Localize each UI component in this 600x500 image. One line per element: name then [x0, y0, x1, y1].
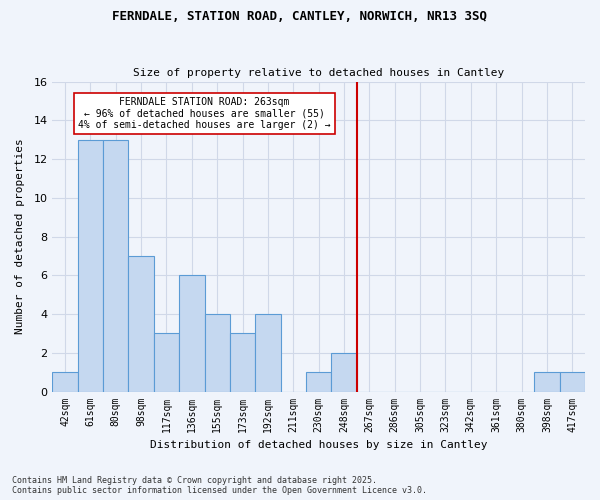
Bar [205, 314, 230, 392]
Bar [154, 334, 179, 392]
Bar [331, 353, 357, 392]
X-axis label: Distribution of detached houses by size in Cantley: Distribution of detached houses by size … [150, 440, 487, 450]
Bar [179, 276, 205, 392]
Bar [128, 256, 154, 392]
Bar [306, 372, 331, 392]
Bar [534, 372, 560, 392]
Bar [103, 140, 128, 392]
Y-axis label: Number of detached properties: Number of detached properties [15, 138, 25, 334]
Bar [255, 314, 281, 392]
Bar [560, 372, 585, 392]
Bar [77, 140, 103, 392]
Bar [230, 334, 255, 392]
Text: Contains HM Land Registry data © Crown copyright and database right 2025.
Contai: Contains HM Land Registry data © Crown c… [12, 476, 427, 495]
Text: FERNDALE, STATION ROAD, CANTLEY, NORWICH, NR13 3SQ: FERNDALE, STATION ROAD, CANTLEY, NORWICH… [113, 10, 487, 23]
Title: Size of property relative to detached houses in Cantley: Size of property relative to detached ho… [133, 68, 504, 78]
Text: FERNDALE STATION ROAD: 263sqm
← 96% of detached houses are smaller (55)
4% of se: FERNDALE STATION ROAD: 263sqm ← 96% of d… [78, 97, 331, 130]
Bar [52, 372, 77, 392]
